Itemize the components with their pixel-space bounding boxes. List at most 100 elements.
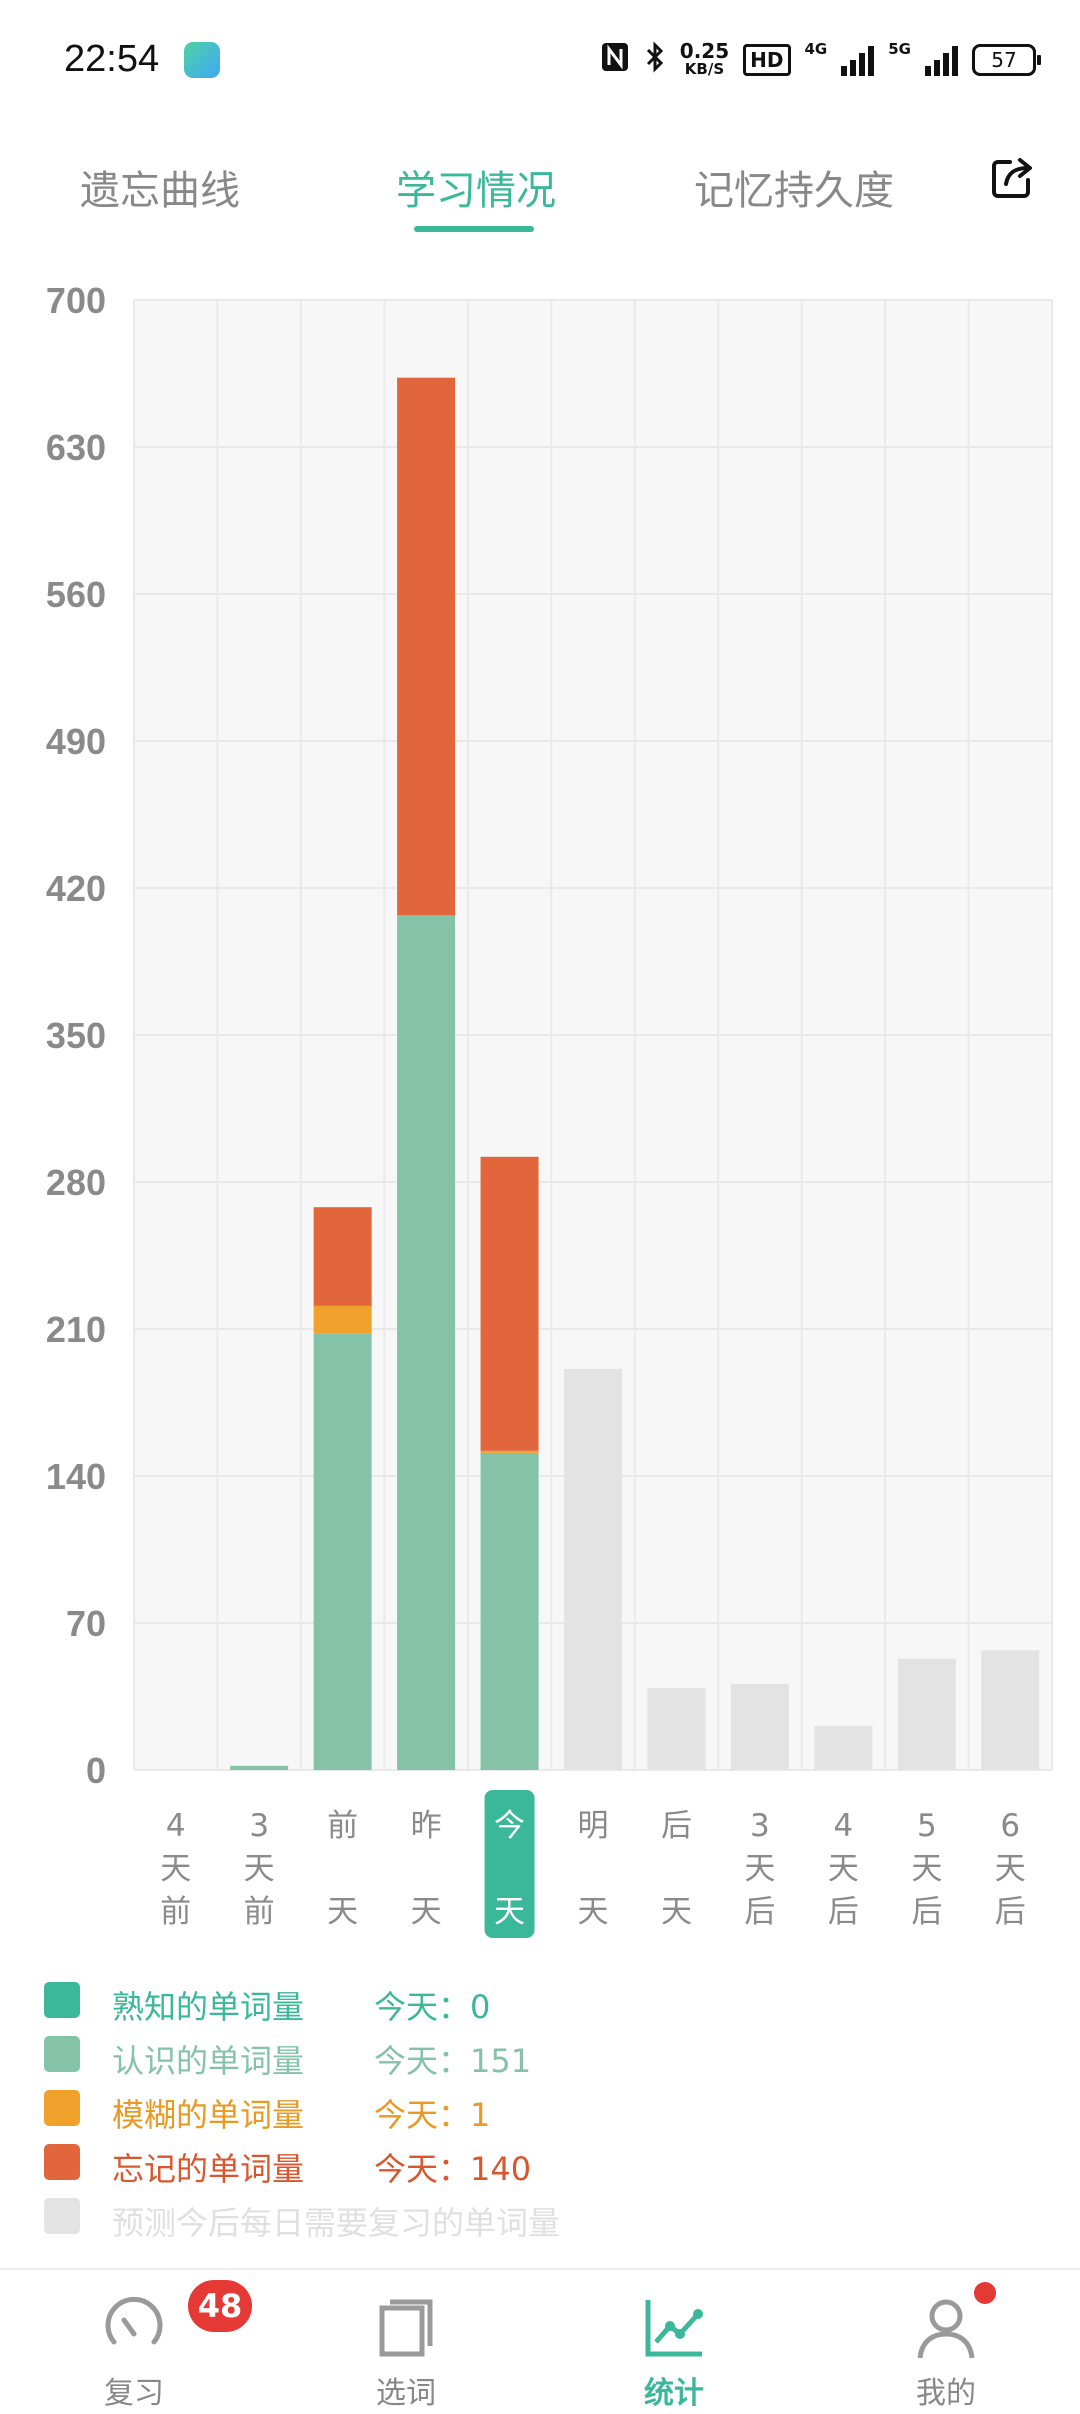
- legend-swatch-forgotten: [44, 2144, 80, 2180]
- bar-segment: [480, 1156, 539, 1451]
- x-tick-label: 明: [578, 1808, 609, 1844]
- legend-label-forecast: 预测今后每日需要复习的单词量: [112, 2204, 561, 2242]
- status-time: 22:54: [64, 38, 160, 80]
- legend-swatch-vague: [44, 2090, 80, 2126]
- x-tick-label: 天: [661, 1894, 692, 1930]
- x-tick-label: 前: [160, 1894, 191, 1930]
- legend-item-vague: 模糊的单词量 今天：1: [44, 2088, 490, 2134]
- bar-segment: [230, 1765, 289, 1770]
- legend-item-forecast: 预测今后每日需要复习的单词量: [44, 2196, 560, 2242]
- legend-item-familiar: 熟知的单词量 今天：0: [44, 1980, 490, 2026]
- legend-today-familiar: 今天：0: [374, 1988, 491, 2026]
- bottom-nav: 48 复习 选词 统计 我的: [0, 2268, 1080, 2414]
- legend-today-known: 今天：151: [374, 2042, 532, 2080]
- bar-segment: [397, 377, 456, 916]
- x-tick-label: 天: [411, 1894, 442, 1930]
- legend-item-known: 认识的单词量 今天：151: [44, 2034, 531, 2080]
- app-notification-icon: [184, 42, 220, 78]
- x-tick-label: 4: [166, 1808, 186, 1844]
- net-5g-label: 5G: [888, 40, 911, 58]
- legend-today-vague: 今天：1: [374, 2096, 491, 2134]
- legend-swatch-forecast: [44, 2198, 80, 2234]
- legend-item-forgotten: 忘记的单词量 今天：140: [44, 2142, 531, 2188]
- nav-statistics[interactable]: 统计: [574, 2270, 774, 2414]
- nav-label-me: 我的: [916, 2376, 976, 2411]
- nav-label-statistics: 统计: [644, 2376, 704, 2411]
- share-icon[interactable]: [990, 154, 1036, 200]
- tab-forgetting-curve[interactable]: 遗忘曲线: [80, 168, 240, 214]
- nav-select-words[interactable]: 选词: [306, 2270, 506, 2414]
- y-tick-label: 700: [46, 280, 106, 321]
- y-tick-label: 0: [86, 1750, 106, 1791]
- y-tick-label: 560: [46, 574, 106, 615]
- x-tick-label: 3: [249, 1808, 269, 1844]
- battery-icon: 57: [972, 44, 1041, 76]
- x-tick-label: 3: [750, 1808, 770, 1844]
- legend-label-familiar: 熟知的单词量: [112, 1988, 305, 2026]
- person-icon: [917, 2299, 975, 2359]
- x-tick-label: 天: [327, 1894, 358, 1930]
- x-tick-label: 后: [744, 1894, 775, 1930]
- study-bar-chart: 0 70 140 210 280 350 420 490 560 630 700 4 天前 3 天前前天昨天…: [0, 280, 1080, 1960]
- net-speed-value: 0.25: [679, 39, 730, 63]
- y-tick-label: 420: [46, 868, 106, 909]
- status-bar: 22:54 0.25 KB/S HD 4G 5G 57: [0, 0, 1080, 120]
- x-tick-label: 前: [244, 1894, 275, 1930]
- x-tick-label: 前: [327, 1808, 358, 1844]
- x-tick-label: 后: [661, 1808, 692, 1844]
- status-icons: 0.25 KB/S HD 4G 5G 57: [600, 39, 1041, 80]
- y-tick-label: 280: [46, 1162, 106, 1203]
- legend-label-known: 认识的单词量: [112, 2042, 305, 2080]
- nav-me[interactable]: 我的: [846, 2270, 1046, 2414]
- bar-segment: [897, 1658, 956, 1770]
- x-tick-label: 天: [828, 1851, 859, 1887]
- legend-label-vague: 模糊的单词量: [112, 2096, 305, 2134]
- me-notification-dot: [974, 2282, 996, 2304]
- x-tick-selected-bg: [484, 1790, 535, 1938]
- x-tick-label: 今: [494, 1808, 525, 1844]
- bar-segment: [981, 1650, 1040, 1770]
- active-tab-indicator: [414, 226, 534, 232]
- legend-swatch-known: [44, 2036, 80, 2072]
- x-tick-label: 天: [995, 1851, 1026, 1887]
- bar-segment: [313, 1207, 372, 1306]
- tab-memory-durability[interactable]: 记忆持久度: [694, 168, 894, 214]
- y-tick-label: 490: [46, 721, 106, 762]
- bar-segment: [480, 1450, 539, 1453]
- hd-icon: HD: [743, 44, 791, 76]
- bar-segment: [564, 1368, 622, 1770]
- x-tick-label: 天: [244, 1851, 275, 1887]
- chart-svg: 0701402102803504204905606307004天前3天前前天昨天…: [46, 280, 1053, 1938]
- y-tick-label: 70: [66, 1603, 106, 1644]
- cards-icon: [379, 2299, 433, 2357]
- y-tick-label: 210: [46, 1309, 106, 1350]
- bar-segment: [647, 1688, 706, 1770]
- x-tick-label: 后: [828, 1894, 859, 1930]
- x-tick-label: 天: [494, 1894, 525, 1930]
- nav-review[interactable]: 48 复习: [34, 2270, 252, 2414]
- tab-study-status[interactable]: 学习情况: [396, 168, 556, 214]
- bar-segment: [814, 1725, 873, 1770]
- tab-bar: 遗忘曲线 学习情况 记忆持久度: [0, 140, 1080, 250]
- x-tick-label: 昨: [411, 1808, 442, 1844]
- nav-label-review: 复习: [104, 2376, 164, 2411]
- x-tick-label: 5: [917, 1808, 937, 1844]
- net-4g-label: 4G: [804, 40, 828, 58]
- x-tick-label: 后: [995, 1894, 1026, 1930]
- x-tick-label: 天: [160, 1851, 191, 1887]
- y-tick-label: 350: [46, 1015, 106, 1056]
- nav-label-select-words: 选词: [376, 2376, 436, 2411]
- signal-5g-icon: [925, 44, 958, 76]
- bar-segment: [480, 1452, 539, 1770]
- x-tick-label: 6: [1000, 1808, 1020, 1844]
- bar-segment: [730, 1683, 789, 1770]
- x-tick-label: 天: [578, 1894, 609, 1930]
- x-tick-label: 天: [744, 1851, 775, 1887]
- bar-segment: [313, 1305, 372, 1334]
- x-tick-label: 4: [833, 1808, 853, 1844]
- net-speed: 0.25 KB/S: [679, 39, 730, 78]
- line-chart-icon: [645, 2300, 703, 2357]
- signal-4g-icon: [841, 44, 875, 76]
- review-badge: 48: [188, 2280, 252, 2332]
- x-tick-label: 后: [911, 1894, 942, 1930]
